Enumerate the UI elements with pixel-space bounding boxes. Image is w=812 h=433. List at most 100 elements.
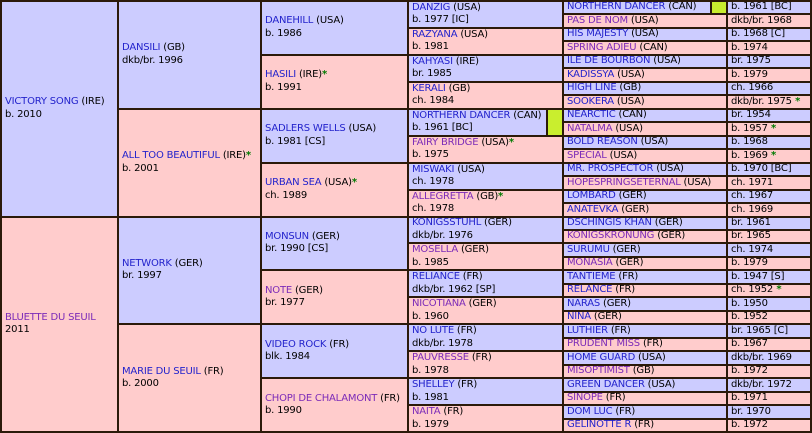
horse-name-link[interactable]: KAHYASI [412,55,453,67]
horse-name-link[interactable]: DSCHINGIS KHAN [567,217,652,228]
country-code: (GB) [629,365,655,377]
horse-name-link[interactable]: KONIGSKRONUNG [567,230,655,242]
country-code: (FR) [612,406,636,417]
horse-name-link[interactable]: NO LUTE [412,325,454,337]
horse-name-link[interactable]: SPECIAL [567,150,607,161]
pedigree-cell: NORTHERN DANCER (CAN) b. 1961 [BC] [409,109,562,135]
country-code: (CAN) [510,109,542,121]
horse-name-link[interactable]: NORTHERN DANCER [412,109,511,121]
horse-name-link[interactable]: SPRING ADIEU [567,42,637,53]
horse-name-link[interactable]: MOSELLA [412,244,458,256]
horse-name-link[interactable]: SINOPE [567,392,603,404]
horse-name-link[interactable]: MISWAKI [412,163,455,175]
horse-name-link[interactable]: FAIRY BRIDGE [412,136,479,148]
horse-name-link[interactable]: BLUETTE DU SEUIL [5,311,96,323]
horse-name-link[interactable]: DANSILI [122,42,161,54]
horse-name-link[interactable]: PRUDENT MISS [567,338,640,350]
horse-name-line: DSCHINGIS KHAN (GER) [567,218,724,229]
horse-details: b. 1957 [731,123,768,134]
horse-name-link[interactable]: DOM LUC [567,406,613,417]
horse-name-link[interactable]: RAZYANA [412,28,458,40]
horse-name-link[interactable]: VICTORY SONG [5,96,79,108]
horse-name-link[interactable]: ANATEVKA [567,204,619,215]
horse-name-link[interactable]: BOLD REASON [567,136,638,148]
horse-name-link[interactable]: NETWORK [122,257,172,269]
producer-asterisk: * [508,136,514,148]
horse-name-link[interactable]: PAUVRESSE [412,352,469,364]
country-code: (FR) [612,284,635,296]
horse-name-link[interactable]: GELINOTTE R [567,419,632,431]
pedigree-year-cell: b. 1970 [BC] [728,163,810,176]
pedigree-year-cell: ch. 1971 [728,177,810,189]
pedigree-cell: RAZYANA (USA) b. 1981 [409,28,562,54]
horse-name-line: DANSILI (GB) [122,42,258,55]
country-code: (IRE) [219,150,246,162]
horse-details: br. 1961 [731,217,771,228]
producer-asterisk: * [767,123,777,134]
horse-name-link[interactable]: RELIANCE [412,271,460,283]
pedigree-year-cell: b. 1952 [728,311,810,324]
horse-name-link[interactable]: KERALI [412,82,446,94]
horse-name-link[interactable]: HASILI [265,69,296,81]
horse-name-link[interactable]: TANTIEME [567,271,616,282]
horse-name-link[interactable]: SOOKERA [567,96,614,107]
horse-name-link[interactable]: DANEHILL [265,15,314,27]
horse-name-link[interactable]: NAITA [412,406,441,418]
horse-name-link[interactable]: SHELLEY [412,379,455,391]
horse-name-link[interactable]: NARAS [567,298,601,309]
horse-name-link[interactable]: ALL TOO BEAUTIFUL [122,150,220,162]
horse-name-link[interactable]: HOME GUARD [567,352,636,363]
horse-name-line: NORTHERN DANCER (CAN) [567,2,724,13]
pedigree-cell: BLUETTE DU SEUIL 2011 [2,217,117,431]
horse-name-link[interactable]: ILE DE BOURBON [567,55,651,67]
horse-name-link[interactable]: ALLEGRETTA [412,190,474,202]
horse-name-link[interactable]: KONIGSSTUHL [412,217,482,229]
horse-name-link[interactable]: HIGH LINE [567,82,617,94]
producer-asterisk: * [351,177,357,189]
horse-name-link[interactable]: NOTE [265,284,292,296]
horse-name-line: NINA (GER) [567,312,724,323]
horse-details: br. 1997 [122,270,162,282]
horse-name-link[interactable]: SADLERS WELLS [265,123,346,135]
horse-name-link[interactable]: NATALMA [567,123,613,134]
horse-details: dkb/br. 1996 [122,54,183,66]
producer-asterisk: * [773,284,782,296]
country-code: (FR) [639,338,663,350]
horse-name-link[interactable]: HIS MAJESTY [567,28,629,40]
horse-name-link[interactable]: MISOPTIMIST [567,365,630,377]
horse-name-link[interactable]: LUTHIER [567,325,608,336]
country-code: (FR) [453,325,477,337]
horse-name-link[interactable]: LOMBARD [567,190,616,202]
country-code: (USA) [606,150,638,161]
horse-name-link[interactable]: NICOTIANA [412,298,466,310]
pedigree-cell: HASILI (IRE)* b. 1991 [262,55,407,108]
horse-details: b. 1968 [731,136,768,148]
horse-name-link[interactable]: PAS DE NOM [567,15,628,26]
horse-details: b. 1969 [731,150,768,161]
horse-name-link[interactable]: MR. PROSPECTOR [567,163,654,175]
horse-name-link[interactable]: NORTHERN DANCER [567,2,666,13]
horse-name-link[interactable]: URBAN SEA [265,177,322,189]
horse-name-link[interactable]: MONASIA [567,257,613,269]
horse-name-link[interactable]: NEARCTIC [567,109,616,121]
horse-name-link[interactable]: DANZIG [412,2,451,13]
horse-name-line: MOSELLA (GER) [412,244,560,256]
horse-name-link[interactable]: NINA [567,311,591,323]
pedigree-cell: MONASIA (GER) [564,257,726,270]
country-code: (USA) [313,15,344,27]
horse-details: dkb/br. 1962 [SP] [412,283,496,295]
horse-name-link[interactable]: GREEN DANCER [567,379,645,390]
country-code: (USA) [450,2,481,13]
pedigree-cell: NETWORK (GER) br. 1997 [119,217,260,324]
inbreeding-highlight-marker [546,109,562,135]
horse-name-link[interactable]: VIDEO ROCK [265,338,327,350]
horse-name-link[interactable]: KADISSYA [567,69,615,80]
horse-name-link[interactable]: RELANCE [567,284,613,296]
horse-name-link[interactable]: CHOPI DE CHALAMONT [265,392,378,404]
horse-name-line: ALLEGRETTA (GB)* [412,191,560,203]
horse-name-link[interactable]: HOPESPRINGSETERNAL [567,177,681,188]
horse-name-link[interactable]: MARIE DU SEUIL [122,365,201,377]
horse-name-link[interactable]: MONSUN [265,230,309,242]
horse-name-link[interactable]: SURUMU [567,244,610,255]
horse-details: b. 1960 [412,310,449,322]
